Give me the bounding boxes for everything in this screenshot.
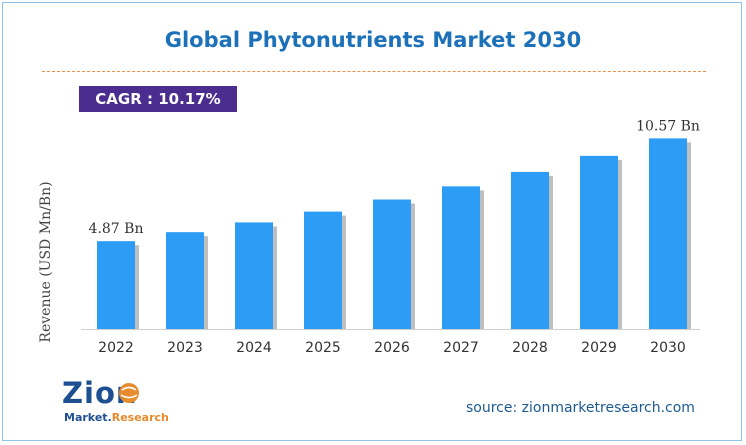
x-tick-2028: 2028 [512, 340, 548, 356]
x-tick-2024: 2024 [236, 340, 272, 356]
x-tick-2022: 2022 [98, 340, 134, 356]
bar-2023 [166, 232, 204, 329]
logo-sub-market: Market. [64, 411, 112, 424]
logo-sub-research: Research [111, 411, 169, 424]
bar-2027 [442, 186, 480, 329]
bar-2022 [97, 241, 135, 329]
globe-icon [119, 383, 139, 403]
x-tick-2023: 2023 [167, 340, 203, 356]
cagr-badge: CAGR : 10.17% [79, 86, 237, 112]
x-tick-2030: 2030 [650, 340, 686, 356]
x-tick-2029: 2029 [581, 340, 617, 356]
title-divider [42, 71, 706, 72]
logo-subtitle: Market.Research [64, 411, 169, 424]
chart-title: Global Phytonutrients Market 2030 [164, 28, 582, 52]
bar-2025 [304, 211, 342, 329]
x-tick-2025: 2025 [305, 340, 341, 356]
source-text: source: zionmarketresearch.com [466, 400, 695, 416]
bar-2024 [235, 222, 273, 329]
bar-2029 [580, 155, 618, 329]
data-label-2022: 4.87 Bn [89, 221, 144, 237]
bar-2026 [373, 199, 411, 329]
x-tick-2026: 2026 [374, 340, 410, 356]
bar-2030 [649, 138, 687, 329]
x-tick-2027: 2027 [443, 340, 479, 356]
zion-logo: Zion Market.Research [56, 376, 186, 428]
data-label-2030: 10.57 Bn [636, 118, 700, 134]
bar-2028 [511, 171, 549, 329]
